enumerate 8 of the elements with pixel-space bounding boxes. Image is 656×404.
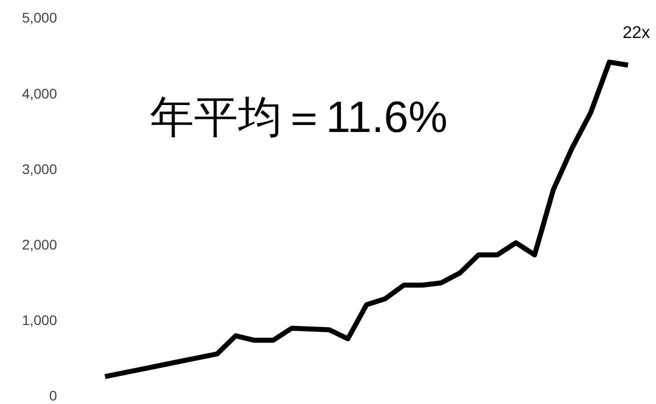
y-tick-label: 2,000 [22, 236, 58, 253]
y-tick-label: 1,000 [22, 312, 58, 328]
y-tick-label: 0 [49, 388, 58, 404]
y-tick-label: 3,000 [22, 160, 58, 177]
annotation: 年平均＝11.6% [150, 93, 448, 142]
annotation: 22x [622, 23, 650, 42]
y-tick-label: 5,000 [22, 10, 58, 26]
y-tick-label: 4,000 [22, 85, 58, 102]
